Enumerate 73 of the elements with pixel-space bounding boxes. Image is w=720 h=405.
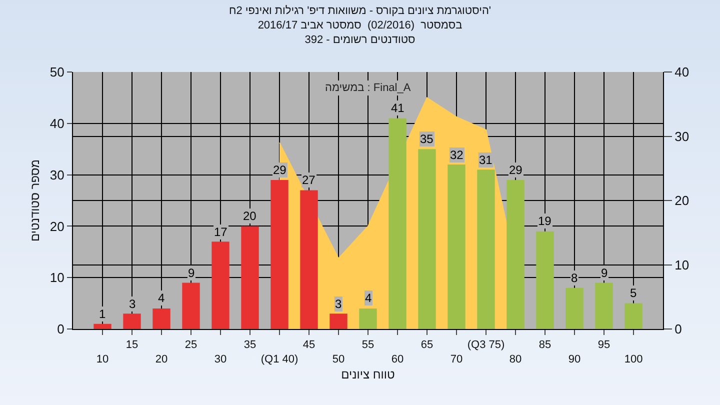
- y-tick-label: 0: [57, 322, 64, 337]
- y-axis-title: מספר סטודנטים: [28, 159, 42, 242]
- bar: [330, 314, 348, 329]
- x-tick-label: 80: [509, 354, 522, 366]
- data-label: 8: [571, 271, 578, 285]
- data-label: 4: [158, 291, 165, 305]
- y-tick-label: 20: [50, 218, 64, 234]
- x-tick-label: (Q3 75): [467, 339, 505, 352]
- data-label: 29: [509, 163, 523, 177]
- data-label: 27: [302, 173, 316, 187]
- data-label: 1: [99, 307, 106, 321]
- bar: [152, 308, 170, 329]
- data-label: 3: [129, 297, 136, 311]
- y-tick-label: 50: [50, 64, 64, 80]
- x-tick-label: 20: [155, 354, 168, 366]
- x-tick-label: 45: [302, 339, 316, 352]
- data-label: 9: [601, 266, 608, 280]
- x-tick-label: 50: [332, 354, 345, 366]
- data-label: 29: [273, 163, 287, 177]
- y-tick-label: 10: [50, 270, 64, 286]
- data-label: 41: [391, 101, 405, 115]
- data-label: 3: [335, 297, 342, 311]
- chart-title: היסטוגרמת ציונים בקורס - משוואות דיפ' רגילות ואינפי 2ח': [228, 5, 492, 18]
- x-tick-label: 65: [420, 339, 434, 352]
- bar: [595, 282, 613, 329]
- data-label: 32: [450, 148, 464, 162]
- bar: [94, 324, 112, 329]
- bar: [182, 282, 200, 329]
- data-label: 19: [538, 214, 552, 228]
- x-axis-title: טווח ציונים: [341, 368, 396, 382]
- bar: [270, 180, 288, 329]
- x-tick-label: 85: [538, 339, 552, 352]
- x-tick-label: (Q1 40): [260, 354, 298, 366]
- y2-tick-label: 10: [674, 257, 690, 272]
- bar: [536, 231, 554, 329]
- bar: [359, 308, 377, 329]
- bar: [624, 303, 642, 329]
- y2-tick-label: 20: [674, 193, 690, 208]
- x-tick-label: 70: [450, 354, 463, 366]
- bar: [477, 170, 495, 329]
- data-label: 17: [214, 225, 228, 239]
- y2-tick-label: 0: [674, 322, 682, 337]
- chart-subtitle: בסמסטר (02/2016) סמסטר אביב 2016/17 סטודנטים רשומים - 392: [258, 19, 463, 46]
- x-tick-label: 95: [598, 339, 610, 352]
- bar: [123, 314, 141, 329]
- x-tick-label: 90: [568, 354, 581, 366]
- bar: [300, 190, 318, 329]
- x-tick-label: 25: [184, 339, 198, 352]
- bar: [418, 149, 436, 329]
- x-tick-label: 10: [96, 354, 109, 366]
- x-tick-label: 35: [244, 339, 256, 352]
- x-tick-label: 30: [214, 354, 227, 366]
- y2-tick-label: 30: [674, 128, 690, 144]
- data-label: 31: [479, 153, 493, 167]
- data-label: 35: [420, 132, 434, 146]
- bar: [388, 118, 406, 329]
- x-tick-label: 15: [126, 339, 138, 352]
- data-label: 9: [188, 266, 195, 280]
- x-tick-label: 55: [362, 339, 374, 352]
- data-label: 5: [630, 286, 637, 300]
- bar: [506, 180, 524, 329]
- y2-tick-label: 40: [674, 64, 690, 80]
- bar: [241, 226, 259, 329]
- data-label: 20: [243, 209, 257, 223]
- y-tick-label: 40: [50, 116, 64, 131]
- x-tick-label: 60: [391, 354, 404, 366]
- bar: [566, 288, 584, 329]
- annotation: במשימה : Final_A: [325, 82, 412, 94]
- data-label: 4: [365, 291, 372, 305]
- bar: [448, 164, 466, 329]
- y-tick-label: 30: [50, 167, 64, 182]
- x-tick-label: 100: [624, 354, 643, 366]
- bar: [212, 242, 230, 329]
